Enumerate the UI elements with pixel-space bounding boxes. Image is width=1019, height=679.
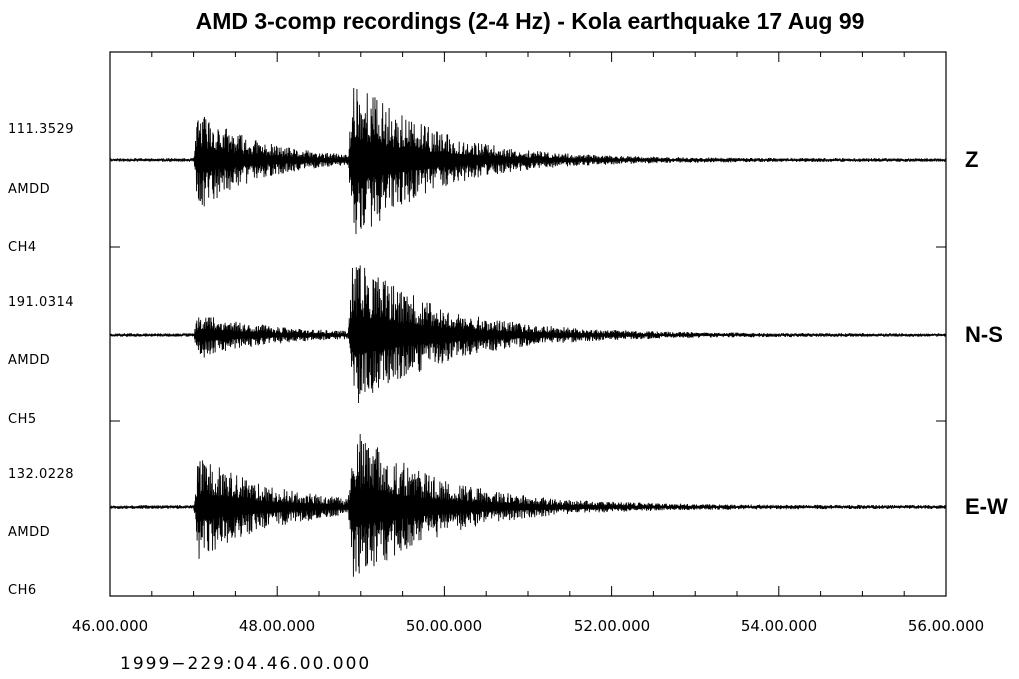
x-tick-label: 46.00.000 (71, 617, 149, 635)
seismic-trace-ns (109, 265, 947, 403)
component-label-z: Z (965, 147, 979, 172)
x-tick-label: 52.00.000 (573, 617, 651, 635)
time-reference: 1999−229:04.46.00.000 (120, 654, 372, 674)
component-label-ns: N-S (965, 322, 1003, 347)
seismic-trace-ew (109, 433, 947, 577)
trace-ew-channel: CH6 (8, 583, 37, 598)
component-label-ew: E-W (965, 494, 1008, 519)
x-tick-label: 48.00.000 (238, 617, 316, 635)
trace-ew-station: AMDD (8, 525, 51, 540)
x-tick-label: 56.00.000 (907, 617, 985, 635)
traces (109, 87, 947, 577)
chart-title: AMD 3-comp recordings (2-4 Hz) - Kola ea… (195, 8, 865, 34)
trace-ns-station: AMDD (8, 353, 51, 368)
trace-z-station: AMDD (8, 182, 51, 197)
trace-z-amplitude: 111.3529 (8, 122, 75, 137)
trace-z-channel: CH4 (8, 240, 37, 255)
trace-ns-amplitude: 191.0314 (8, 295, 75, 310)
x-tick-label: 50.00.000 (405, 617, 483, 635)
x-tick-label: 54.00.000 (740, 617, 818, 635)
trace-ns-channel: CH5 (8, 412, 37, 427)
axis-ticks (109, 52, 947, 596)
trace-ew-amplitude: 132.0228 (8, 467, 75, 482)
seismic-trace-z (109, 87, 947, 235)
